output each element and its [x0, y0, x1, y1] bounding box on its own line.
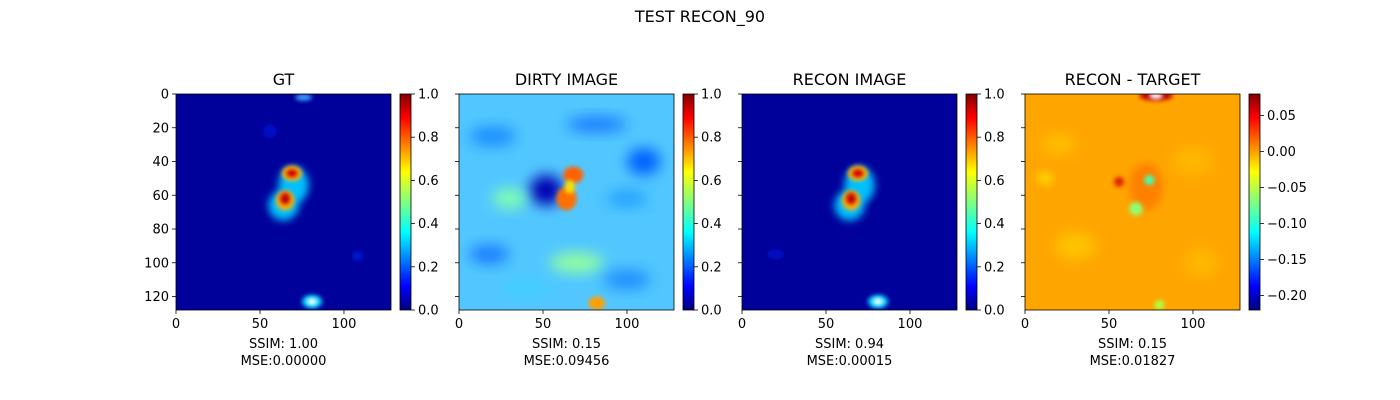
x-tick-label: 0 — [172, 317, 180, 332]
subplot-1: GT 0 50 100 0 20 40 60 80 100 120 0.0 0.2 0.4 0.6 0.8 1.… — [144, 70, 439, 369]
figure-suptitle: TEST RECON_90 — [634, 7, 765, 27]
y-tick-label: 80 — [152, 223, 169, 238]
plot-frame — [741, 93, 958, 311]
metric-caption: SSIM: 0.15 — [1098, 337, 1167, 352]
y-tick-label: 40 — [152, 155, 169, 170]
colorbar-tick-label: 0.00 — [1267, 145, 1296, 160]
x-tick-label: 0 — [455, 317, 463, 332]
colorbar-tick-label: 0.4 — [418, 217, 439, 232]
colorbar-tick-label: 0.05 — [1267, 109, 1296, 124]
colorbar-tick-label: 1.0 — [701, 88, 722, 103]
colorbar-tick-label: 0.8 — [701, 131, 722, 146]
colorbar-tick-label: 0.6 — [984, 174, 1005, 189]
x-tick-label: 50 — [252, 317, 269, 332]
colorbar-tick-label: 0.4 — [984, 217, 1005, 232]
colorbar-tick-label: 0.2 — [418, 260, 439, 275]
heatmap-image — [176, 94, 391, 310]
metric-caption: SSIM: 0.94 — [815, 337, 884, 352]
colorbar: 0.05 0.00 −0.05 −0.10 −0.15 −0.20 — [1248, 93, 1307, 311]
colorbar-tick-label: 0.0 — [418, 304, 439, 319]
colorbar-tick-label: 0.6 — [418, 174, 439, 189]
colorbar: 0.0 0.2 0.4 0.6 0.8 1.0 — [399, 88, 439, 319]
colorbar-tick-label: 0.2 — [701, 260, 722, 275]
metric-caption: SSIM: 0.15 — [532, 337, 601, 352]
colorbar-tick-label: −0.20 — [1267, 289, 1307, 304]
metric-caption: MSE:0.01827 — [1090, 354, 1176, 369]
x-tick-label: 100 — [898, 317, 923, 332]
plot-frame — [458, 93, 675, 311]
colorbar-tick-label: 0.4 — [701, 217, 722, 232]
metric-caption: MSE:0.09456 — [524, 354, 610, 369]
colorbar-tick-label: 0.8 — [984, 131, 1005, 146]
colorbar-gradient — [1248, 93, 1261, 311]
metric-caption: SSIM: 1.00 — [249, 337, 318, 352]
y-tick-label: 20 — [152, 121, 169, 136]
plot-frame — [1024, 93, 1241, 311]
x-tick-label: 0 — [738, 317, 746, 332]
colorbar-gradient — [399, 93, 412, 311]
colorbar-tick-label: 1.0 — [418, 88, 439, 103]
heatmap-image — [742, 94, 957, 310]
subplot-2: DIRTY IMAGE 0 50 100 0.0 0.2 0.4 0.6 0.8 1.0 SSIM:… — [455, 70, 722, 369]
subplot-title: DIRTY IMAGE — [515, 70, 618, 89]
y-tick-label: 120 — [144, 290, 169, 305]
subplot-3: RECON IMAGE 0 50 100 0.0 0.2 0.4 0.6 0.8 1.0 SSIM:… — [738, 70, 1005, 369]
x-tick-label: 50 — [1101, 317, 1118, 332]
subplot-4: RECON - TARGET 0 50 100 0.05 0.00 −0.05 −0.10 −0… — [1021, 70, 1307, 369]
subplot-title: RECON IMAGE — [793, 70, 907, 89]
colorbar-tick-label: 0.8 — [418, 131, 439, 146]
subplot-title: GT — [273, 70, 295, 89]
colorbar-gradient — [682, 93, 695, 311]
colorbar-gradient — [965, 93, 978, 311]
x-tick-label: 50 — [818, 317, 835, 332]
colorbar-tick-label: −0.15 — [1267, 253, 1307, 268]
colorbar-tick-label: 0.2 — [984, 260, 1005, 275]
y-tick-label: 60 — [152, 189, 169, 204]
heatmap-image — [1025, 94, 1240, 310]
colorbar-tick-label: 0.6 — [701, 174, 722, 189]
colorbar: 0.0 0.2 0.4 0.6 0.8 1.0 — [682, 88, 722, 319]
colorbar-tick-label: 1.0 — [984, 88, 1005, 103]
colorbar-tick-label: 0.0 — [984, 304, 1005, 319]
x-tick-label: 50 — [535, 317, 552, 332]
metric-caption: MSE:0.00015 — [807, 354, 893, 369]
x-tick-label: 100 — [332, 317, 357, 332]
metric-caption: MSE:0.00000 — [241, 354, 327, 369]
subplot-title: RECON - TARGET — [1065, 70, 1201, 89]
y-tick-label: 0 — [161, 88, 169, 103]
colorbar-tick-label: −0.10 — [1267, 217, 1307, 232]
x-tick-label: 100 — [615, 317, 640, 332]
colorbar: 0.0 0.2 0.4 0.6 0.8 1.0 — [965, 88, 1005, 319]
plot-frame — [175, 93, 392, 311]
colorbar-tick-label: −0.05 — [1267, 181, 1307, 196]
x-tick-label: 100 — [1181, 317, 1206, 332]
y-tick-label: 100 — [144, 256, 169, 271]
x-tick-label: 0 — [1021, 317, 1029, 332]
colorbar-tick-label: 0.0 — [701, 304, 722, 319]
heatmap-image — [459, 94, 674, 310]
